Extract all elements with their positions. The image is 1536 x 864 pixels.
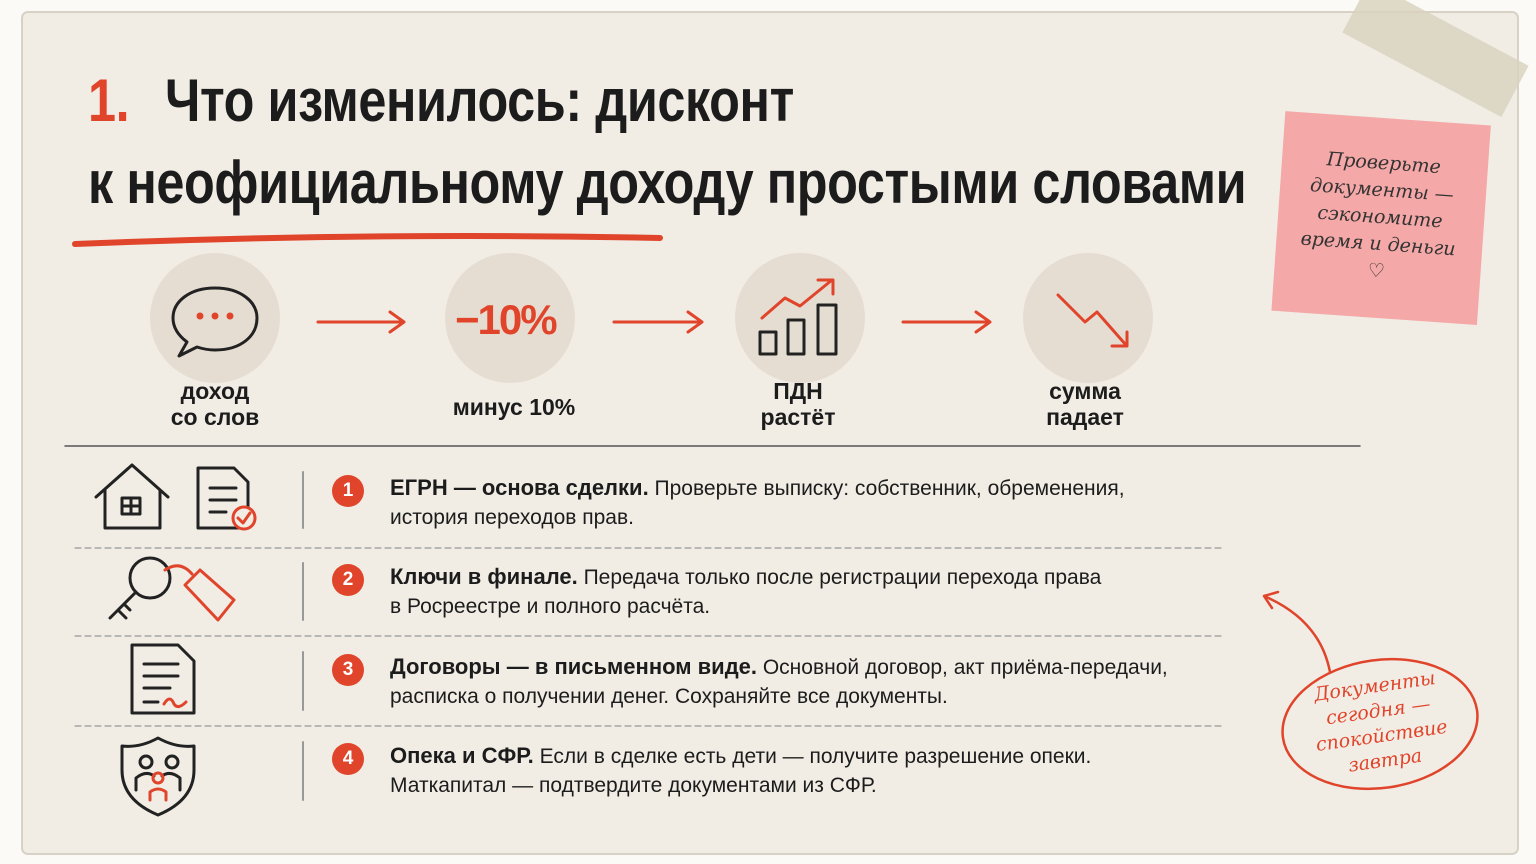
item-bold: Договоры — в письменном виде. — [390, 654, 758, 679]
item-line: Маткапитал — подтвердите документами из … — [390, 774, 877, 797]
flow-label-line: доход — [180, 378, 250, 404]
sticky-note — [1271, 111, 1491, 326]
stamp — [1281, 657, 1479, 791]
item-line: история переходов прав. — [390, 506, 634, 529]
title-number: 1. — [88, 67, 130, 134]
item-line: Договоры — в письменном виде. Основной д… — [390, 652, 1168, 682]
fall-icon — [1056, 293, 1129, 348]
item-bold: Ключи в финале. — [390, 564, 578, 589]
stamp-arrow — [1262, 590, 1332, 674]
flow-label-line: минус 10% — [452, 394, 576, 420]
flow-label: минус 10% — [414, 394, 614, 420]
item-number: 2 — [332, 564, 364, 596]
item-text: Договоры — в письменном виде. Основной д… — [390, 652, 1168, 711]
item-line: расписка о получении денег. Сохраняйте в… — [390, 685, 948, 708]
flow-arrows — [316, 310, 992, 334]
item-rest: Передача только после регистрации перехо… — [577, 566, 1102, 589]
flow-label-line: падает — [1046, 404, 1124, 430]
percent-icon: −10% — [455, 296, 558, 343]
family-shield-icon — [120, 736, 196, 817]
flow-label-line: ПДН — [773, 378, 823, 404]
item-line: в Росреестре и полного расчёта. — [390, 595, 711, 618]
note: Проверьте документы — сэкономите время и… — [1286, 144, 1475, 291]
chat-icon — [171, 286, 259, 358]
item-text: Ключи в финале. Передача только после ре… — [390, 562, 1101, 621]
item-line: Опека и СФР. Если в сделке есть дети — п… — [390, 741, 1091, 771]
flow-label: сумма падает — [985, 378, 1185, 430]
item-line: ЕГРН — основа сделки. Проверьте выписку:… — [390, 473, 1125, 503]
item-rest: Если в сделке есть дети — получите разре… — [533, 745, 1092, 768]
tape — [1342, 0, 1529, 117]
growth-icon — [758, 278, 838, 356]
row-dividers — [74, 547, 1226, 727]
flow-label: ПДН растёт — [698, 378, 898, 430]
house-icon — [94, 463, 170, 530]
title-line: к неофициальному доходу простыми словами — [88, 149, 1247, 216]
flow-label-line: со слов — [170, 404, 260, 430]
contract-icon — [130, 643, 196, 715]
item-rest: Основной договор, акт приёма-передачи, — [757, 656, 1168, 679]
key-icon — [108, 556, 236, 622]
item-number: 4 — [332, 743, 364, 775]
item-number: 3 — [332, 654, 364, 686]
item-text: ЕГРН — основа сделки. Проверьте выписку:… — [390, 473, 1125, 532]
item-rest: Проверьте выписку: собственник, обремене… — [648, 477, 1125, 500]
flow-label: доход со слов — [115, 378, 315, 430]
item-bold: ЕГРН — основа сделки. — [390, 475, 649, 500]
item-line: Ключи в финале. Передача только после ре… — [390, 562, 1101, 592]
item-bold: Опека и СФР. — [390, 743, 534, 768]
item-text: Опека и СФР. Если в сделке есть дети — п… — [390, 741, 1091, 800]
flow-label-line: сумма — [1049, 378, 1121, 404]
paper — [21, 11, 1519, 855]
flow-label-line: растёт — [760, 404, 836, 430]
underline — [72, 233, 663, 247]
doc-check-icon — [196, 466, 257, 531]
item-number: 1 — [332, 475, 364, 507]
title-line: Что изменилось: дисконт — [165, 67, 794, 134]
